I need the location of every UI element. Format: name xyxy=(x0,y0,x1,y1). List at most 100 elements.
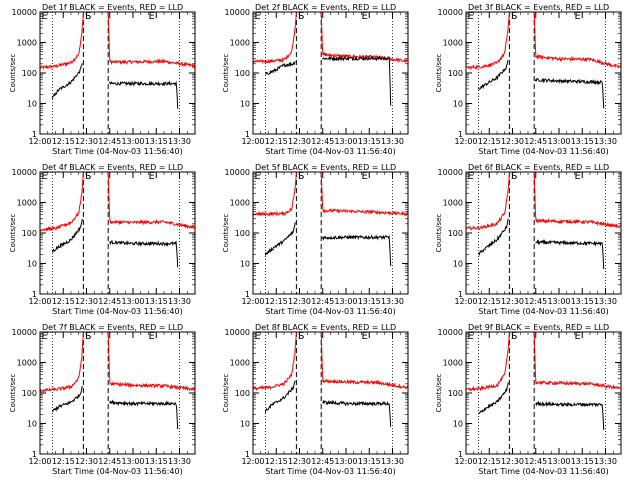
interval-marker-e: E xyxy=(468,171,474,182)
x-tick-label: 13:15 xyxy=(571,297,594,306)
series-line-lld xyxy=(253,12,408,65)
x-tick-label: 12:30 xyxy=(288,297,311,306)
x-tick-label: 12:15 xyxy=(52,137,75,146)
x-tick-label: 13:15 xyxy=(358,457,381,466)
interval-marker-s: S xyxy=(511,171,517,182)
interval-marker-e: E xyxy=(149,331,155,342)
x-tick-label: 13:30 xyxy=(168,457,191,466)
y-tick-label: 100 xyxy=(22,229,37,238)
y-axis-label: Counts/sec xyxy=(9,214,17,253)
y-tick-label: 100 xyxy=(235,229,250,238)
y-tick-label: 10000 xyxy=(438,8,463,17)
x-tick-label: 12:15 xyxy=(478,137,501,146)
x-tick-label: 12:45 xyxy=(524,137,547,146)
x-axis-label: Start Time (04-Nov-03 11:56:40) xyxy=(52,307,182,316)
plot-frame xyxy=(465,331,622,455)
x-tick-label: 12:00 xyxy=(454,137,477,146)
x-tick-label: 12:30 xyxy=(501,457,524,466)
panel-title: Det 5f BLACK = Events, RED = LLD xyxy=(255,163,396,172)
x-tick-label: 13:30 xyxy=(168,137,191,146)
x-tick-label: 12:30 xyxy=(501,137,524,146)
x-tick-label: 13:15 xyxy=(145,137,168,146)
x-tick-label: 12:00 xyxy=(28,457,51,466)
y-tick-label: 1 xyxy=(32,450,37,459)
series-line-events xyxy=(477,218,605,270)
x-tick-label: 12:30 xyxy=(288,457,311,466)
series-line-lld xyxy=(466,172,621,231)
series-line-events xyxy=(478,382,605,430)
x-axis-label: Start Time (04-Nov-03 11:56:40) xyxy=(265,147,395,156)
y-tick-label: 1000 xyxy=(230,359,250,368)
x-tick-label: 13:30 xyxy=(381,297,404,306)
y-tick-label: 1000 xyxy=(17,359,37,368)
x-tick-label: 12:15 xyxy=(265,297,288,306)
y-tick-label: 10000 xyxy=(225,8,250,17)
x-tick-label: 13:00 xyxy=(547,457,570,466)
interval-marker-e: E xyxy=(575,331,581,342)
interval-marker-e: E xyxy=(362,331,368,342)
interval-marker-e: E xyxy=(255,331,261,342)
y-axis-label: Counts/sec xyxy=(435,374,443,413)
panel-title: Det 6f BLACK = Events, RED = LLD xyxy=(468,163,609,172)
x-tick-label: 13:00 xyxy=(121,457,144,466)
interval-marker-e: E xyxy=(468,331,474,342)
y-tick-label: 100 xyxy=(448,389,463,398)
x-tick-label: 12:00 xyxy=(241,457,264,466)
y-tick-label: 10 xyxy=(240,260,250,269)
y-tick-label: 10 xyxy=(240,420,250,429)
interval-marker-e: E xyxy=(255,171,261,182)
x-tick-label: 13:00 xyxy=(547,297,570,306)
x-tick-label: 13:15 xyxy=(358,137,381,146)
x-tick-label: 12:15 xyxy=(478,297,501,306)
x-tick-label: 12:15 xyxy=(52,457,75,466)
plot-frame xyxy=(252,331,409,455)
y-axis-label: Counts/sec xyxy=(9,374,17,413)
x-tick-label: 12:00 xyxy=(28,137,51,146)
series-line-events xyxy=(51,63,179,109)
x-axis-label: Start Time (04-Nov-03 11:56:40) xyxy=(478,147,608,156)
y-tick-label: 1 xyxy=(32,130,37,139)
series-line-lld xyxy=(40,332,195,394)
y-tick-label: 1 xyxy=(245,450,250,459)
x-tick-label: 12:45 xyxy=(524,297,547,306)
y-axis-label: Counts/sec xyxy=(222,214,230,253)
x-tick-label: 13:15 xyxy=(145,297,168,306)
x-axis-label: Start Time (04-Nov-03 11:56:40) xyxy=(478,467,608,476)
x-tick-label: 13:00 xyxy=(121,137,144,146)
x-tick-label: 13:00 xyxy=(334,137,357,146)
interval-marker-s: S xyxy=(511,11,517,22)
x-tick-label: 12:45 xyxy=(98,457,121,466)
plot-frame xyxy=(39,11,196,135)
series-line-events xyxy=(264,380,392,427)
panel-title: Det 9f BLACK = Events, RED = LLD xyxy=(468,323,609,332)
interval-marker-e: E xyxy=(575,171,581,182)
y-tick-label: 10000 xyxy=(225,328,250,337)
x-tick-label: 12:45 xyxy=(311,137,334,146)
x-tick-label: 13:15 xyxy=(358,297,381,306)
y-tick-label: 1000 xyxy=(17,199,37,208)
x-tick-label: 12:00 xyxy=(28,297,51,306)
x-axis-label: Start Time (04-Nov-03 11:56:40) xyxy=(265,307,395,316)
y-tick-label: 10 xyxy=(453,260,463,269)
interval-marker-s: S xyxy=(511,331,517,342)
plot-frame xyxy=(252,11,409,135)
y-tick-label: 1 xyxy=(32,290,37,299)
interval-marker-e: E xyxy=(149,11,155,22)
interval-marker-s: S xyxy=(85,331,91,342)
x-tick-label: 13:30 xyxy=(594,297,617,306)
interval-marker-s: S xyxy=(85,171,91,182)
x-tick-label: 12:15 xyxy=(52,297,75,306)
series-line-lld xyxy=(466,332,621,392)
plot-frame xyxy=(252,171,409,295)
y-tick-label: 1 xyxy=(458,450,463,459)
series-line-events xyxy=(52,385,179,430)
y-tick-label: 1000 xyxy=(230,39,250,48)
y-tick-label: 1000 xyxy=(443,199,463,208)
x-tick-label: 12:30 xyxy=(75,457,98,466)
y-tick-label: 100 xyxy=(235,69,250,78)
y-tick-label: 100 xyxy=(22,69,37,78)
interval-marker-s: S xyxy=(85,11,91,22)
